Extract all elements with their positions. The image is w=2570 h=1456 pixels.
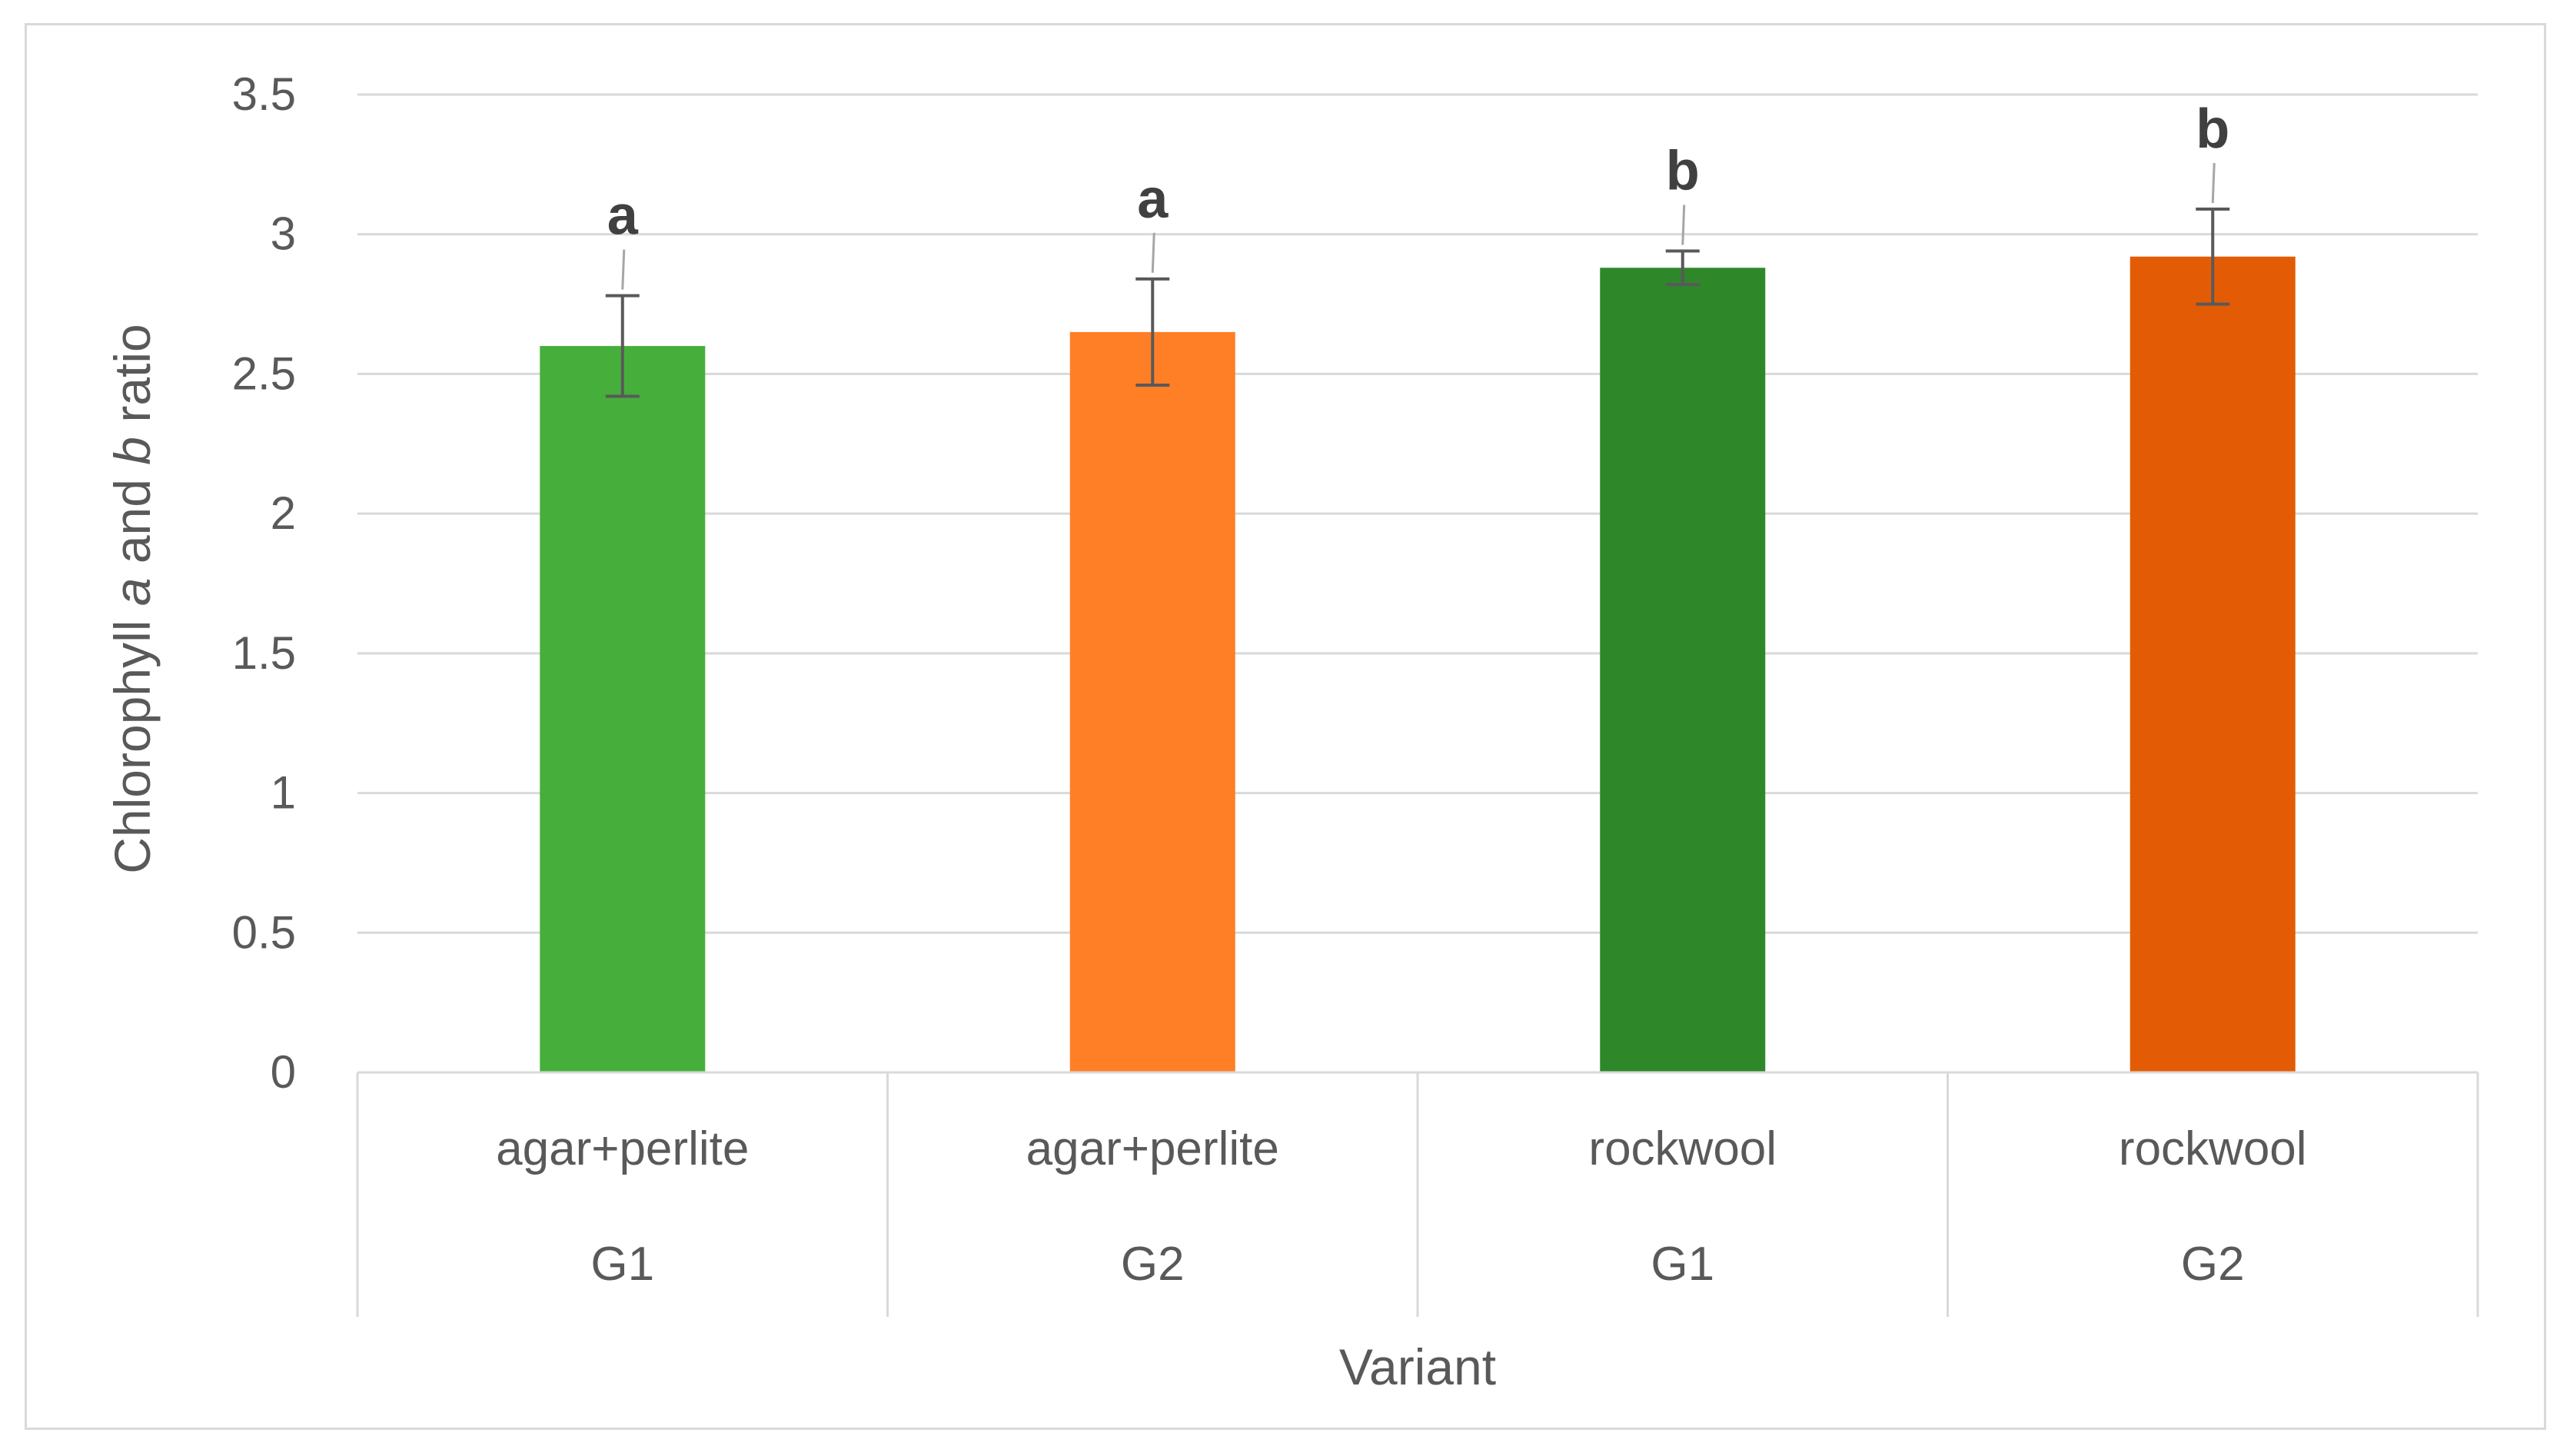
y-tick-label: 0.5 [232,906,296,958]
label-leader-line [621,249,626,290]
y-axis-ticks: 0 0.5 1 1.5 2 2.5 3 3.5 [232,68,296,1098]
significance-letter: a [607,185,639,247]
x-axis-title: Variant [1339,1338,1496,1395]
bar [1600,268,1766,1073]
x-axis: agar+perlite G1 agar+perlite G2 rockwool G1 ro… [356,1071,2479,1317]
y-title-part-4: b [104,437,161,465]
x-category-group: G2 [2181,1238,2245,1291]
y-tick-label: 1.5 [232,627,296,679]
x-category-group: G1 [590,1238,654,1291]
x-category-substrate: rockwool [2119,1122,2307,1175]
significance-letter: b [1666,141,1700,202]
y-tick-label: 3 [271,208,296,260]
y-tick-label: 2.5 [232,347,296,399]
y-title-part-2: a [104,578,161,607]
y-title-part-5: ratio [104,324,161,437]
y-axis-title: Chlorophyll a and b ratio [104,324,161,873]
y-tick-label: 1 [271,767,296,819]
label-leader-line [2211,162,2216,204]
x-category-substrate: agar+perlite [1026,1122,1279,1175]
x-category-substrate: rockwool [1588,1122,1777,1175]
y-title-part-1: Chlorophyll [104,606,161,874]
x-category-substrate: agar+perlite [496,1122,749,1175]
gridlines [357,93,2478,934]
bars [540,256,2296,1073]
x-category-group: G1 [1651,1238,1714,1291]
label-leader-line [1681,204,1686,245]
x-category-group: G2 [1121,1238,1185,1291]
label-leader-line [1151,232,1155,273]
bar [2129,256,2296,1072]
y-title-part-3: and [104,465,161,578]
bar [540,346,706,1073]
significance-letters: a a b b [607,98,2230,247]
bar [1069,331,1235,1072]
bar-chart: 00.511.522.533.5 a a bb agar+perliteG1agar… [104,68,2479,1395]
y-tick-label: 2 [271,487,296,539]
error-bars [605,162,2230,398]
y-tick-label: 0 [271,1046,296,1098]
significance-letter: a [1137,168,1169,230]
significance-letter: b [2196,98,2229,160]
y-tick-label: 3.5 [232,68,296,120]
